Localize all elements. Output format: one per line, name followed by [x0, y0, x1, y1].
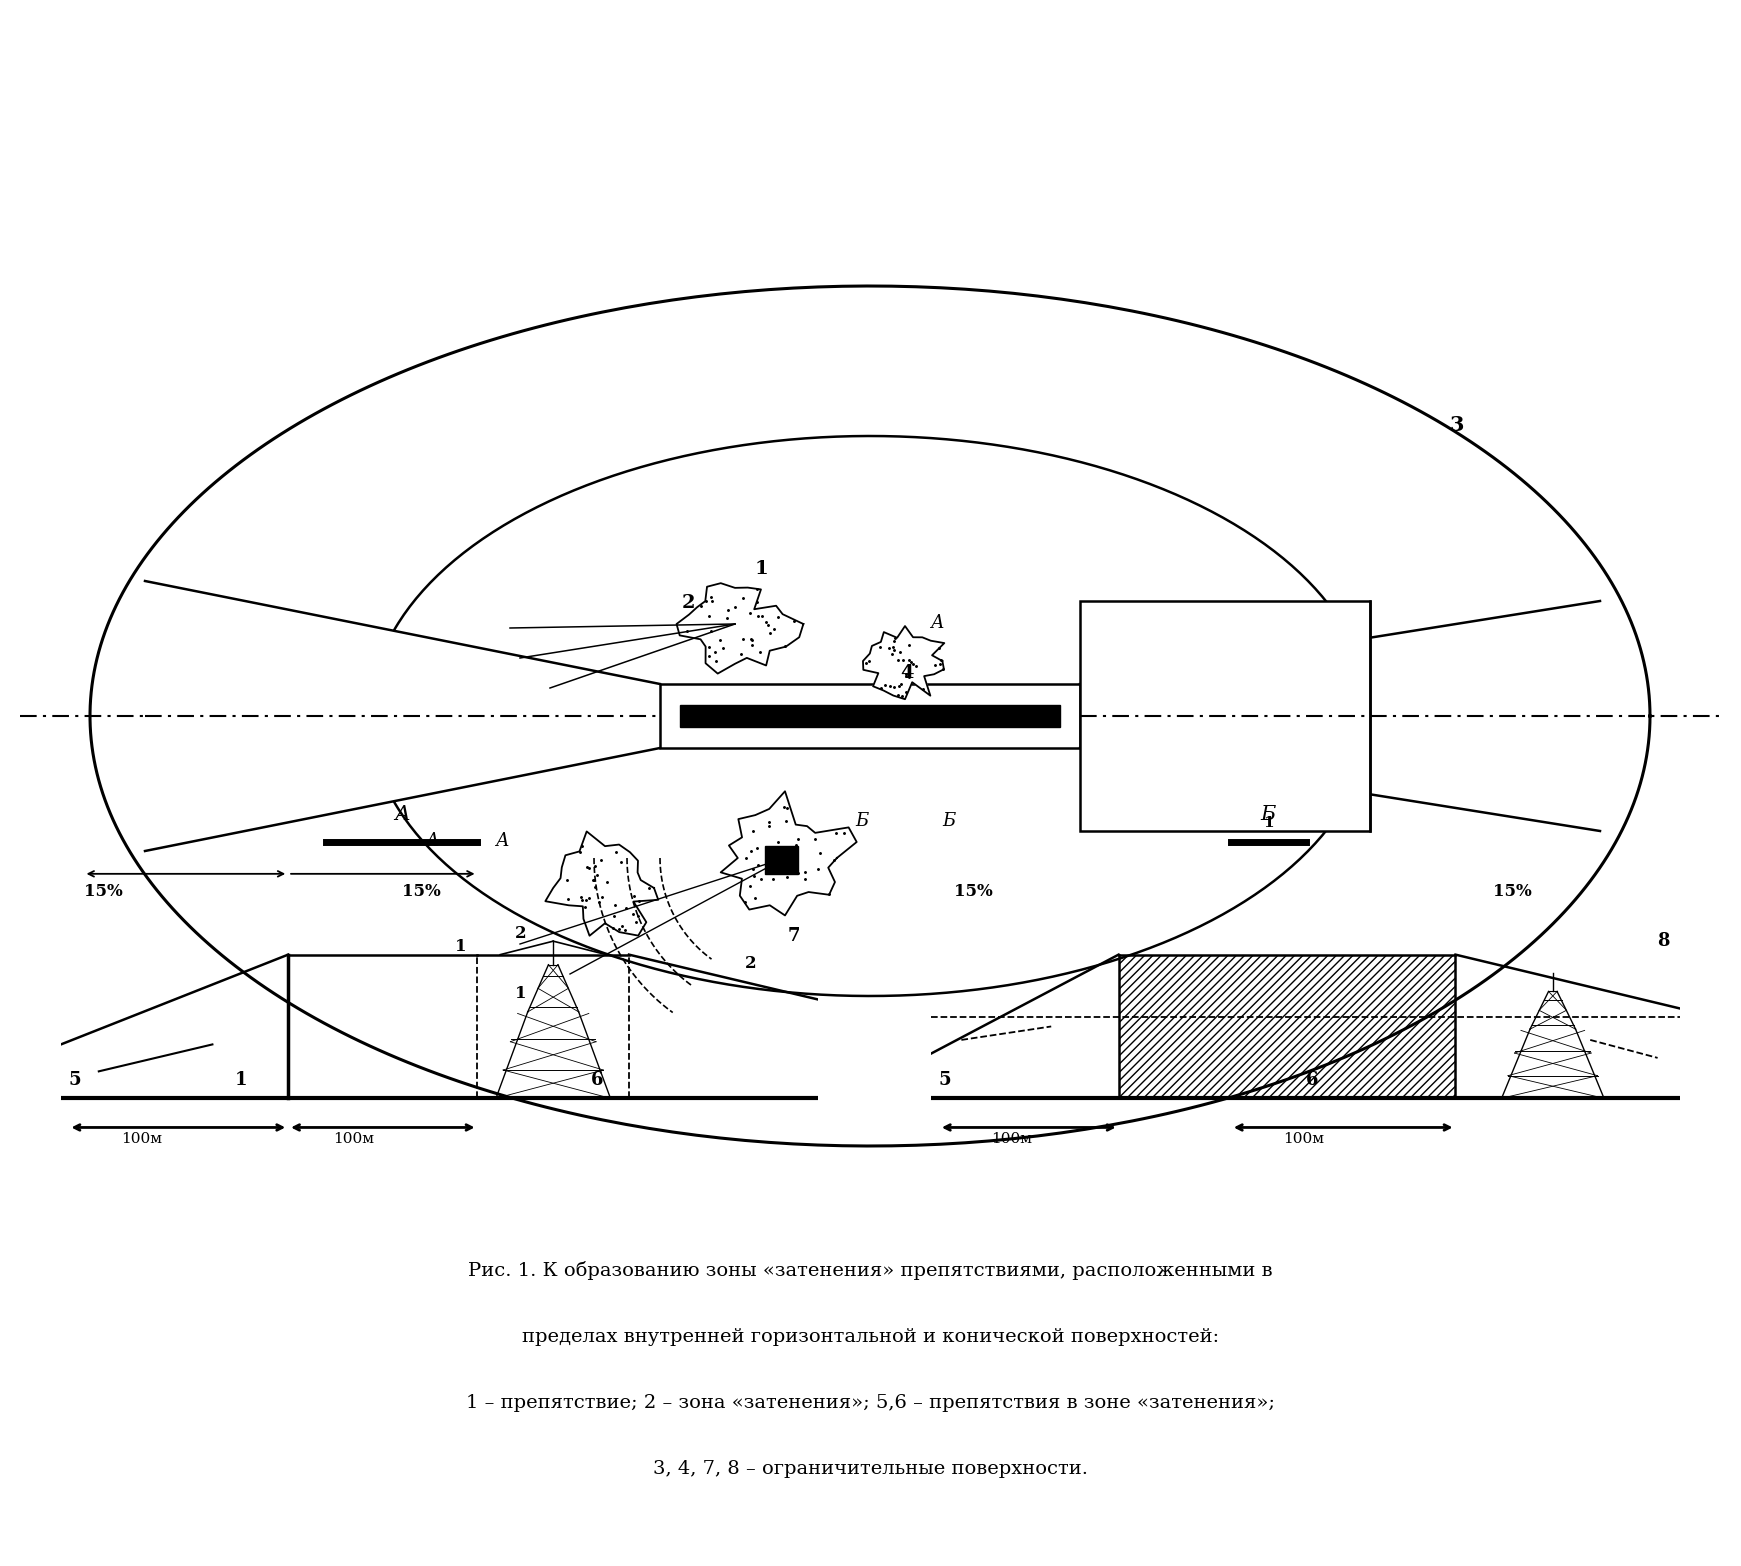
Polygon shape — [864, 626, 944, 698]
Text: 3, 4, 7, 8 – ограничительные поверхности.: 3, 4, 7, 8 – ограничительные поверхности… — [653, 1460, 1088, 1478]
Text: 2: 2 — [682, 594, 695, 612]
Text: Б: Б — [855, 813, 869, 830]
Text: 15%: 15% — [402, 883, 440, 900]
Text: 100м: 100м — [991, 1132, 1032, 1146]
Text: 1: 1 — [454, 938, 467, 955]
Text: 1 – препятствие; 2 – зона «затенения»; 5,6 – препятствия в зоне «затенения»;: 1 – препятствие; 2 – зона «затенения»; 5… — [467, 1394, 1274, 1413]
Text: А: А — [425, 832, 439, 850]
Text: 2: 2 — [745, 955, 757, 972]
Text: 15%: 15% — [84, 883, 122, 900]
Bar — [764, 846, 797, 874]
Text: 15%: 15% — [954, 883, 992, 900]
Text: 8: 8 — [1657, 932, 1670, 949]
Polygon shape — [91, 287, 1650, 1146]
Text: Б: Б — [1260, 805, 1276, 824]
Bar — [660, 684, 1079, 749]
Polygon shape — [1079, 601, 1600, 832]
Text: 100м: 100м — [334, 1132, 374, 1146]
Text: 1: 1 — [515, 985, 526, 1002]
Text: 4: 4 — [900, 664, 914, 683]
Polygon shape — [371, 435, 1370, 996]
Bar — [681, 706, 1060, 727]
Text: 1: 1 — [756, 561, 770, 578]
Polygon shape — [721, 791, 857, 916]
Text: А: А — [494, 832, 508, 850]
Text: Б: Б — [942, 813, 956, 830]
Text: 3: 3 — [1450, 415, 1464, 435]
Text: 5: 5 — [68, 1071, 82, 1088]
Text: 100м: 100м — [122, 1132, 162, 1146]
Bar — [1118, 955, 1455, 1098]
Text: 6: 6 — [592, 1071, 604, 1088]
Text: пределах внутренней горизонтальной и конической поверхностей:: пределах внутренней горизонтальной и кон… — [522, 1328, 1219, 1347]
Polygon shape — [145, 581, 660, 850]
Bar — [1079, 601, 1370, 832]
Polygon shape — [545, 832, 658, 936]
Text: 1: 1 — [235, 1071, 247, 1088]
Text: А: А — [930, 614, 944, 633]
Polygon shape — [677, 583, 803, 673]
Text: А: А — [393, 805, 409, 824]
Text: 7: 7 — [789, 927, 801, 946]
Text: 6: 6 — [1306, 1071, 1318, 1088]
Text: 100м: 100м — [1283, 1132, 1325, 1146]
Text: 2: 2 — [515, 926, 526, 943]
Text: 1: 1 — [1262, 816, 1274, 830]
Text: 5: 5 — [938, 1071, 952, 1088]
Text: 15%: 15% — [1494, 883, 1532, 900]
Text: Рис. 1. К образованию зоны «затенения» препятствиями, расположенными в: Рис. 1. К образованию зоны «затенения» п… — [468, 1261, 1273, 1281]
